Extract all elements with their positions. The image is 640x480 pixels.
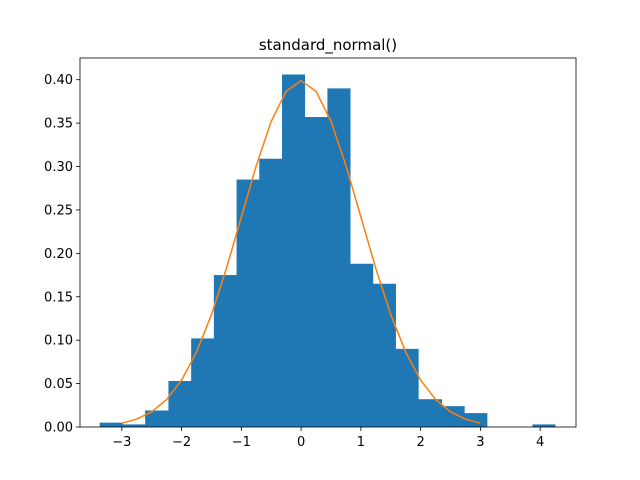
y-tick-label: 0.00 (44, 421, 73, 436)
x-tick-label: 3 (476, 435, 484, 450)
x-tick-label: −3 (112, 435, 131, 450)
y-tick-label: 0.30 (44, 160, 73, 175)
histogram-bar (122, 424, 146, 427)
y-tick-label: 0.05 (44, 377, 73, 392)
histogram-bar (236, 179, 260, 427)
histogram-bar (327, 88, 351, 427)
chart-title: standard_normal() (259, 36, 397, 55)
histogram-bar (464, 413, 488, 427)
histogram-bar (213, 275, 237, 427)
y-tick-label: 0.35 (44, 117, 73, 132)
y-tick-label: 0.10 (44, 334, 73, 349)
normal-pdf-curve (121, 79, 481, 424)
y-tick-label: 0.15 (44, 290, 73, 305)
histogram-bar (372, 283, 396, 427)
x-tick-label: −2 (172, 435, 191, 450)
y-tick-label: 0.20 (44, 247, 73, 262)
histogram-bar (441, 406, 465, 427)
histogram-bar (350, 263, 374, 427)
plot-area-frame (79, 57, 577, 428)
histogram-bar (281, 74, 306, 427)
histogram-bar (191, 338, 215, 427)
x-tick-label: 4 (536, 435, 544, 450)
histogram-bar (304, 117, 328, 427)
histogram-bar (168, 380, 192, 427)
y-axis: 0.00 0.05 0.10 0.15 0.20 0.25 0.30 0.35 0.40 (44, 73, 80, 436)
histogram-bar (532, 424, 556, 427)
x-axis: −3 −2 −1 0 1 2 3 4 (112, 427, 544, 450)
histogram-bars (99, 74, 556, 427)
x-tick-label: 2 (416, 435, 424, 450)
histogram-bar (418, 399, 442, 427)
x-tick-label: 0 (297, 435, 305, 450)
x-tick-label: 1 (357, 435, 365, 450)
y-tick-label: 0.40 (44, 73, 73, 88)
histogram-bar (259, 158, 283, 427)
x-tick-label: −1 (232, 435, 251, 450)
histogram-bar (99, 422, 123, 427)
histogram-bar (395, 348, 419, 427)
histogram-bar (145, 410, 169, 427)
y-tick-label: 0.25 (44, 203, 73, 218)
